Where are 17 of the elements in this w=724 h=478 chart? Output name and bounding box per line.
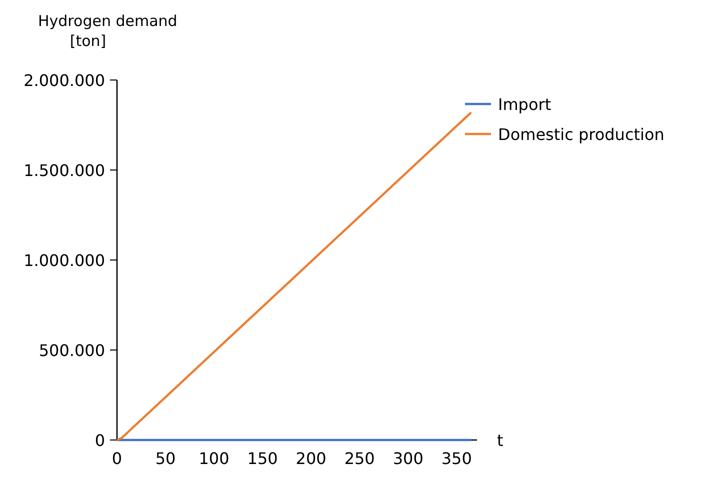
x-tick-label: 300 xyxy=(392,449,424,468)
x-axis-title: t xyxy=(497,431,504,450)
x-tick-label: 250 xyxy=(344,449,375,468)
x-tick-label: 50 xyxy=(155,449,176,468)
y-tick-label: 500.000 xyxy=(38,341,105,360)
x-tick-label: 0 xyxy=(112,449,122,468)
x-tick-label: 350 xyxy=(441,449,472,468)
y-tick-label: 1.000.000 xyxy=(24,251,105,270)
legend-label: Import xyxy=(498,95,552,114)
legend-label: Domestic production xyxy=(498,125,664,144)
y-tick-label: 1.500.000 xyxy=(24,161,105,180)
y-tick-label: 2.000.000 xyxy=(24,71,105,90)
y-tick-label: 0 xyxy=(94,431,105,450)
y-axis-title: Hydrogen demand [ton] xyxy=(38,12,178,50)
x-tick-label: 200 xyxy=(296,449,326,468)
x-tick-label: 150 xyxy=(247,449,278,468)
x-tick-label: 100 xyxy=(198,449,230,468)
